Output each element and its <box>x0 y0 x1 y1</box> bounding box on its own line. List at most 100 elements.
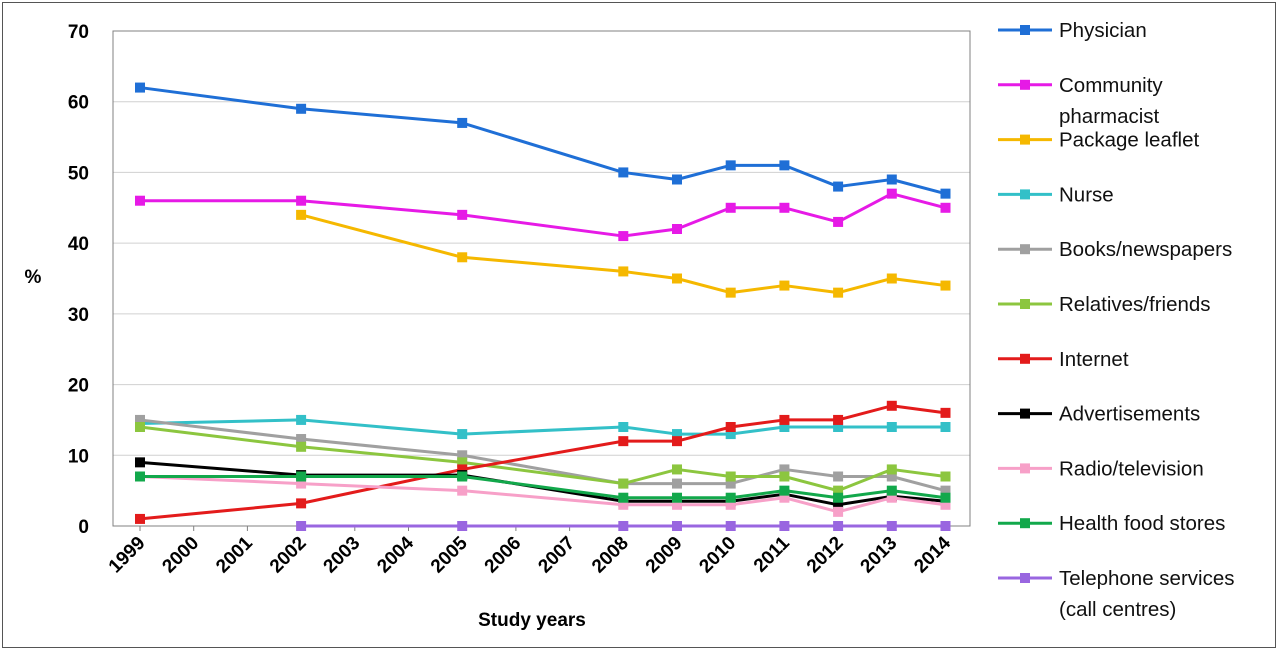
data-point <box>296 498 307 509</box>
series-line <box>300 213 946 295</box>
data-point <box>940 422 951 432</box>
data-point <box>725 429 736 440</box>
data-point <box>940 202 951 213</box>
series-group <box>135 82 951 531</box>
legend-item: Nurse <box>998 183 1114 206</box>
data-point <box>833 422 844 432</box>
x-tick-label: 2002 <box>266 533 311 578</box>
legend-item: Telephone services (call centres) <box>998 567 1235 621</box>
data-point <box>886 400 897 411</box>
legend-swatch-marker <box>1020 353 1030 364</box>
data-point <box>135 471 145 482</box>
legend-label: Telephone services <box>1059 567 1235 590</box>
data-point <box>833 492 844 503</box>
data-point <box>672 273 682 284</box>
legend-label: Nurse <box>1059 183 1114 206</box>
legend-label: Relatives/friends <box>1059 293 1211 316</box>
legend-label: Health food stores <box>1059 512 1225 535</box>
data-point <box>618 422 629 432</box>
data-point <box>135 82 145 93</box>
data-point <box>725 160 736 171</box>
gridlines <box>113 30 970 527</box>
data-point <box>833 485 844 496</box>
y-tick-label: 40 <box>68 234 89 255</box>
data-point <box>457 457 468 468</box>
data-point <box>779 492 790 503</box>
series-line <box>140 475 946 500</box>
data-point <box>833 471 844 482</box>
x-tick-label: 2008 <box>588 533 633 578</box>
data-point <box>457 252 468 263</box>
data-point <box>672 224 682 234</box>
data-point <box>779 485 790 496</box>
data-point <box>725 478 736 489</box>
data-point <box>940 280 951 291</box>
data-point <box>725 202 736 213</box>
legend-label: Advertisements <box>1059 403 1200 426</box>
legend-swatch-marker <box>1020 463 1030 474</box>
x-tick-label: 2011 <box>750 532 794 576</box>
x-tick-label: 2006 <box>481 533 526 578</box>
legend-label: Physician <box>1059 19 1147 42</box>
data-point <box>886 422 897 432</box>
legend-swatch-marker <box>1020 79 1030 90</box>
data-point <box>457 464 468 475</box>
legend-label: (call centres) <box>1059 598 1176 621</box>
data-point <box>886 471 897 482</box>
data-point <box>135 457 145 468</box>
data-point <box>886 188 897 199</box>
legend-swatch-marker <box>1020 134 1030 145</box>
legend-item: Health food stores <box>998 512 1225 535</box>
data-point <box>618 266 629 277</box>
legend-swatch-marker <box>1020 244 1030 255</box>
legend-item: Community pharmacist <box>998 74 1163 128</box>
data-point <box>296 441 307 452</box>
data-point <box>296 209 307 220</box>
legend-label: Books/newspapers <box>1059 238 1232 261</box>
data-point <box>779 160 790 171</box>
legend-swatch-marker <box>1020 408 1030 419</box>
x-tick-label: 2009 <box>642 533 687 578</box>
legend-swatch-marker <box>1020 189 1030 200</box>
data-point <box>940 521 951 531</box>
data-point <box>672 478 682 489</box>
data-point <box>672 492 682 503</box>
data-point <box>940 499 951 510</box>
data-point <box>672 464 682 475</box>
data-point <box>672 174 682 185</box>
data-point <box>779 414 790 425</box>
x-axis-title: Study years <box>478 610 586 631</box>
plot-area <box>112 30 971 527</box>
legend-label: Community <box>1059 74 1163 97</box>
data-point <box>886 492 897 503</box>
y-tick-label: 70 <box>68 22 89 43</box>
data-point <box>457 429 468 440</box>
y-tick-label: 0 <box>78 517 89 538</box>
x-tick-label: 2000 <box>158 533 203 578</box>
data-point <box>725 287 736 298</box>
series-physician <box>135 82 951 199</box>
legend-label: Package leaflet <box>1059 129 1199 152</box>
legend-item: Advertisements <box>998 403 1200 426</box>
x-tick-label: 2004 <box>373 532 418 577</box>
data-point <box>833 287 844 298</box>
series-relatives-friends <box>135 422 951 496</box>
legend-label: Radio/television <box>1059 457 1204 480</box>
x-tick-label: 2010 <box>695 533 740 578</box>
data-point <box>618 499 629 510</box>
data-point <box>135 422 145 432</box>
series-telephone-services-call-centres- <box>296 521 951 531</box>
data-point <box>833 414 844 425</box>
data-point <box>672 499 682 510</box>
data-point <box>886 485 897 496</box>
data-point <box>725 422 736 432</box>
x-tick-label: 2001 <box>212 532 257 577</box>
data-point <box>940 485 951 496</box>
data-point <box>618 167 629 178</box>
x-tick-label: 2013 <box>857 533 902 578</box>
x-tick-label: 1999 <box>105 533 150 578</box>
x-tick-label: 2007 <box>534 533 579 578</box>
